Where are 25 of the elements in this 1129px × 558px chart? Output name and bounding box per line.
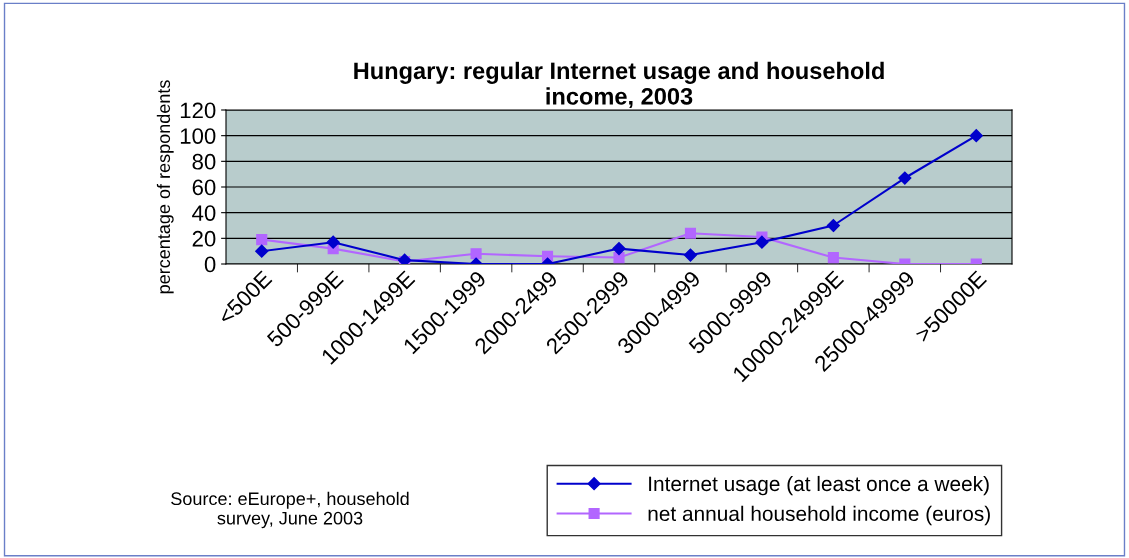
point (898, 171, 912, 185)
point (683, 248, 698, 262)
source-note: Source: eEurope+, household survey, June 2003 (171, 491, 409, 529)
y-tick-label: 20 (192, 230, 216, 247)
point (969, 129, 983, 143)
y-tick-label: 40 (192, 205, 216, 221)
legend-label: Internet usage (at least once a week) (649, 475, 989, 496)
point (256, 234, 268, 246)
point (255, 244, 269, 258)
y-tick-label: 100 (180, 128, 216, 144)
point (684, 227, 697, 239)
y-tick-label: 120 (180, 102, 216, 119)
legend-label: net annual household income (euros) (648, 505, 990, 526)
point (470, 248, 482, 260)
y-axis-title: percentage of respondents (156, 80, 174, 294)
point (827, 252, 839, 264)
y-tick-label: 60 (192, 179, 216, 196)
chart-title: Hungary: regular Internet usage and household income, 2003 (354, 61, 884, 109)
point (613, 252, 625, 264)
point (826, 218, 840, 233)
y-tick-label: 0 (204, 256, 216, 273)
y-tick-label: 80 (192, 153, 216, 170)
point (612, 242, 626, 256)
point (755, 235, 769, 249)
point (326, 235, 340, 249)
